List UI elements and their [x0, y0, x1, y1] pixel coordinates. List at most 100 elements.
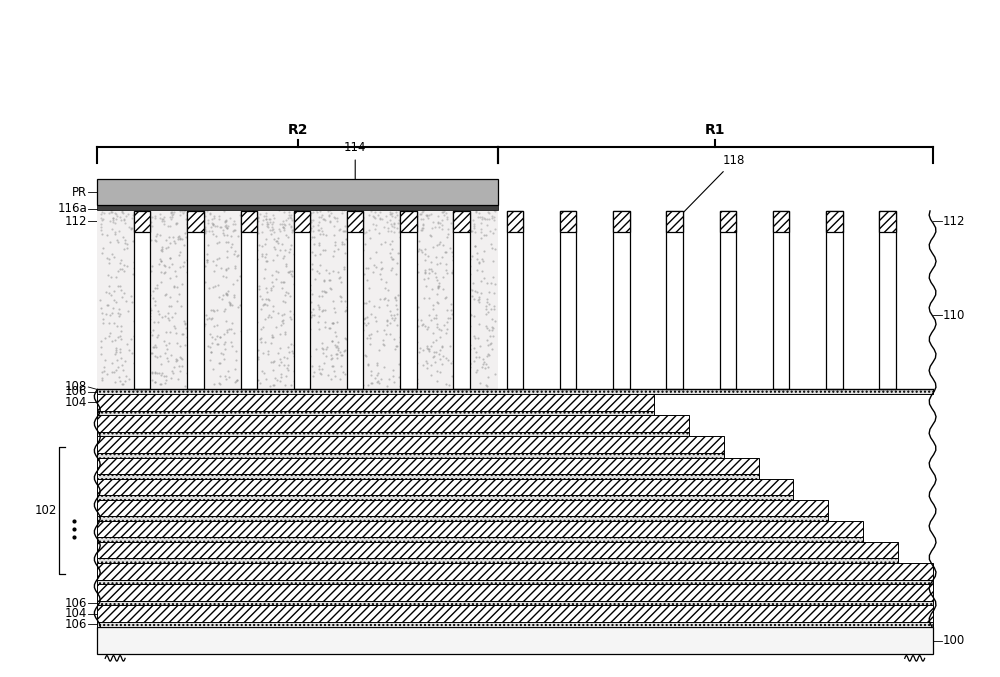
- Point: [131, 379, 147, 390]
- Point: [215, 225, 231, 236]
- Point: [386, 376, 402, 387]
- Point: [485, 272, 501, 283]
- Point: [174, 206, 190, 217]
- Point: [93, 218, 109, 229]
- Point: [289, 205, 305, 216]
- Point: [265, 217, 281, 227]
- Point: [104, 367, 120, 378]
- Point: [251, 284, 267, 295]
- Point: [113, 284, 129, 295]
- Point: [400, 272, 416, 283]
- Point: [152, 230, 168, 240]
- Point: [218, 265, 234, 276]
- Point: [99, 253, 115, 263]
- Point: [475, 354, 491, 365]
- Point: [235, 215, 251, 225]
- Point: [379, 315, 395, 326]
- Point: [297, 303, 313, 314]
- Point: [459, 212, 475, 223]
- Point: [276, 277, 292, 288]
- Point: [220, 366, 236, 376]
- Point: [447, 253, 463, 264]
- Point: [355, 324, 371, 335]
- Point: [421, 263, 437, 274]
- Point: [441, 379, 457, 390]
- Point: [185, 257, 201, 268]
- Point: [108, 297, 124, 307]
- Point: [148, 236, 164, 246]
- Point: [215, 349, 231, 359]
- Point: [449, 364, 465, 375]
- Point: [166, 236, 182, 247]
- Bar: [400, 211, 417, 232]
- Point: [431, 349, 447, 359]
- Point: [400, 345, 416, 355]
- Point: [169, 296, 185, 307]
- Point: [290, 355, 306, 366]
- Point: [348, 291, 364, 302]
- Point: [140, 279, 156, 290]
- Point: [310, 299, 326, 310]
- Point: [413, 244, 429, 255]
- Point: [369, 376, 385, 387]
- Point: [263, 356, 279, 367]
- Point: [431, 324, 447, 335]
- Point: [152, 213, 168, 223]
- Point: [116, 259, 132, 270]
- Point: [277, 245, 293, 256]
- Point: [256, 211, 272, 221]
- Bar: [613, 211, 630, 232]
- Point: [217, 304, 233, 315]
- Point: [295, 301, 311, 312]
- Point: [444, 309, 460, 320]
- Point: [162, 211, 178, 222]
- Point: [446, 209, 462, 220]
- Point: [227, 225, 243, 236]
- Point: [302, 208, 318, 219]
- Point: [119, 238, 135, 249]
- Point: [174, 353, 190, 364]
- Point: [482, 338, 498, 349]
- Point: [481, 324, 497, 335]
- Point: [320, 370, 336, 380]
- Point: [258, 255, 274, 266]
- Point: [227, 261, 243, 271]
- Point: [314, 364, 330, 374]
- Point: [196, 320, 212, 331]
- Point: [93, 342, 109, 353]
- Point: [152, 254, 168, 265]
- Point: [400, 318, 416, 329]
- Point: [245, 220, 261, 231]
- Point: [439, 232, 455, 242]
- Point: [247, 276, 263, 286]
- Point: [156, 212, 172, 223]
- Point: [262, 224, 278, 235]
- Point: [417, 244, 433, 255]
- Point: [458, 348, 474, 359]
- Point: [304, 360, 320, 371]
- Point: [392, 232, 408, 242]
- Point: [469, 365, 485, 376]
- Point: [306, 310, 322, 321]
- Point: [462, 254, 478, 265]
- Point: [280, 341, 296, 352]
- Point: [226, 290, 242, 301]
- Point: [185, 253, 201, 263]
- Point: [175, 328, 191, 339]
- Point: [468, 366, 484, 377]
- Point: [454, 283, 470, 294]
- Point: [414, 224, 430, 235]
- Point: [112, 347, 128, 357]
- Point: [438, 328, 454, 338]
- Point: [250, 375, 266, 386]
- Point: [107, 349, 123, 359]
- Point: [424, 284, 440, 294]
- Point: [135, 356, 151, 367]
- Point: [168, 327, 184, 338]
- Point: [200, 218, 216, 229]
- Point: [218, 215, 234, 225]
- Point: [460, 216, 476, 227]
- Point: [486, 212, 502, 223]
- Point: [398, 347, 414, 358]
- Point: [389, 341, 405, 351]
